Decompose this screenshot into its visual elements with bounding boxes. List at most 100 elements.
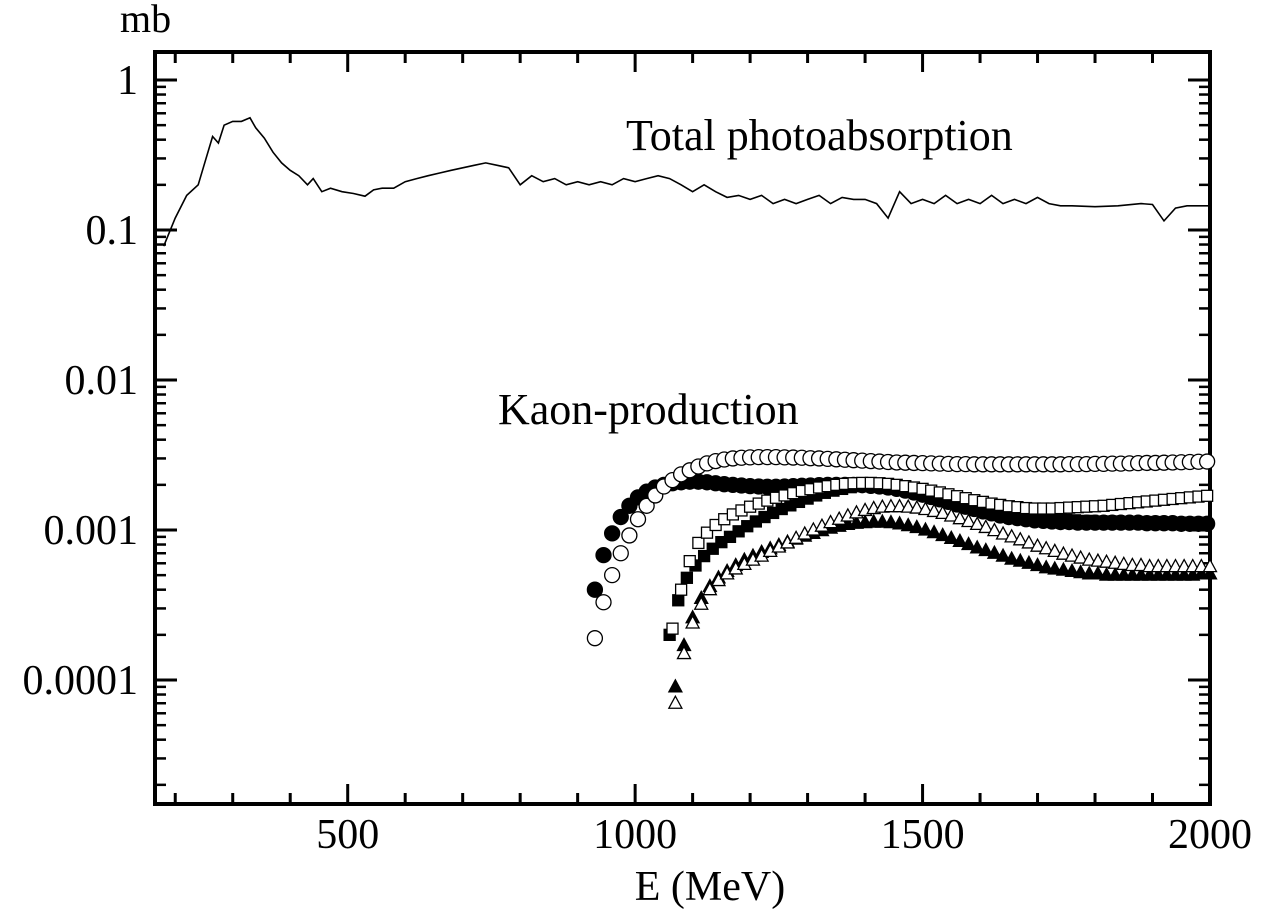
open-circle-point bbox=[603, 567, 621, 584]
filled-triangle-point bbox=[917, 521, 934, 536]
open-square-point bbox=[1200, 489, 1214, 502]
filled-triangle-point bbox=[667, 678, 683, 693]
filled-triangle-point bbox=[1004, 550, 1020, 565]
open-triangle-point bbox=[926, 503, 942, 518]
open-triangle-point bbox=[1133, 557, 1149, 572]
y-tick-label: 0.0001 bbox=[23, 658, 139, 704]
filled-triangle-point bbox=[1012, 552, 1028, 567]
filled-square-point bbox=[706, 542, 719, 555]
filled-triangle-point bbox=[883, 514, 899, 529]
filled-triangle-point bbox=[1064, 562, 1080, 578]
filled-triangle-point bbox=[891, 515, 908, 530]
open-circle-point bbox=[1198, 453, 1216, 470]
filled-circle-point bbox=[612, 508, 629, 526]
filled-triangle-point bbox=[986, 544, 1003, 559]
open-triangle-point bbox=[1090, 552, 1106, 567]
open-triangle-point bbox=[978, 519, 994, 534]
open-triangle-point bbox=[969, 516, 985, 531]
filled-triangle-point bbox=[978, 542, 994, 557]
filled-circle-point bbox=[586, 581, 604, 598]
filled-triangle-point bbox=[900, 517, 916, 532]
y-tick-label: 0.001 bbox=[44, 508, 139, 554]
open-circle-point bbox=[595, 594, 612, 611]
open-triangle-point bbox=[1021, 534, 1037, 549]
open-square-point bbox=[683, 554, 696, 568]
open-triangle-point bbox=[1055, 545, 1072, 560]
open-triangle-point bbox=[702, 581, 718, 596]
y-tick-label: 1 bbox=[117, 58, 138, 104]
filled-triangle-point bbox=[1038, 559, 1054, 574]
open-triangle-point bbox=[693, 595, 709, 610]
total-photoabsorption-line bbox=[162, 116, 1210, 247]
filled-circle-point bbox=[595, 546, 612, 564]
open-triangle-point bbox=[1073, 549, 1089, 564]
filled-triangle-point bbox=[1073, 564, 1089, 579]
open-triangle-point bbox=[1107, 554, 1123, 569]
filled-triangle-point bbox=[943, 529, 959, 544]
filled-triangle-series bbox=[667, 513, 1218, 693]
open-triangle-point bbox=[1098, 553, 1115, 568]
open-circle-series bbox=[586, 448, 1216, 647]
open-triangle-point bbox=[1038, 540, 1054, 555]
open-triangle-point bbox=[900, 498, 916, 513]
open-triangle-point bbox=[1202, 558, 1218, 573]
open-triangle-point bbox=[909, 499, 925, 514]
open-triangle-point bbox=[1029, 537, 1046, 552]
open-triangle-point bbox=[986, 522, 1003, 537]
filled-triangle-point bbox=[995, 547, 1011, 562]
open-circle-point bbox=[621, 527, 638, 544]
x-tick-label: 1500 bbox=[881, 812, 965, 858]
filled-triangle-point bbox=[969, 539, 985, 554]
open-circle-point bbox=[612, 545, 629, 562]
y-tick-label: 0.01 bbox=[65, 358, 139, 404]
filled-triangle-point bbox=[1021, 554, 1037, 569]
open-triangle-point bbox=[667, 694, 683, 709]
open-circle-point bbox=[638, 497, 655, 514]
filled-circle-point bbox=[603, 525, 621, 542]
filled-square-point bbox=[672, 594, 685, 607]
x-tick-label: 500 bbox=[316, 812, 379, 858]
open-triangle-point bbox=[685, 614, 701, 629]
x-axis-label: E (MeV) bbox=[635, 864, 785, 910]
filled-triangle-point bbox=[952, 532, 968, 548]
open-triangle-point bbox=[1116, 556, 1132, 571]
open-circle-point bbox=[586, 630, 604, 647]
open-square-point bbox=[666, 622, 679, 635]
filled-triangle-point bbox=[909, 519, 925, 534]
filled-square-point bbox=[697, 549, 711, 563]
filled-triangle-point bbox=[960, 536, 977, 551]
open-triangle-point bbox=[1064, 547, 1080, 562]
filled-triangle-point bbox=[926, 524, 942, 539]
filled-square-point bbox=[680, 571, 694, 584]
filled-triangle-point bbox=[935, 527, 951, 542]
plot-frame bbox=[153, 50, 1212, 806]
annotation-kaon-production: Kaon-production bbox=[498, 385, 799, 434]
open-triangle-point bbox=[1081, 551, 1097, 566]
filled-square-point bbox=[1198, 516, 1211, 529]
open-triangle-point bbox=[960, 513, 977, 528]
open-triangle-point bbox=[943, 507, 959, 522]
open-triangle-point bbox=[995, 525, 1011, 540]
filled-triangle-point bbox=[1029, 557, 1046, 572]
filled-triangle-point bbox=[1202, 565, 1218, 580]
open-triangle-point bbox=[676, 645, 692, 660]
x-tick-label: 1000 bbox=[593, 812, 677, 858]
series-layer bbox=[162, 116, 1218, 709]
open-triangle-point bbox=[710, 572, 727, 587]
open-circle-point bbox=[629, 511, 647, 528]
open-triangle-point bbox=[891, 498, 908, 513]
open-triangle-series bbox=[667, 498, 1218, 709]
filled-triangle-point bbox=[1047, 560, 1063, 575]
x-tick-label: 2000 bbox=[1168, 812, 1252, 858]
open-triangle-point bbox=[1012, 531, 1028, 546]
y-tick-label: 0.1 bbox=[86, 208, 139, 254]
open-triangle-point bbox=[935, 505, 951, 520]
open-square-point bbox=[692, 536, 705, 550]
annotation-total-photoabsorption: Total photoabsorption bbox=[626, 111, 1013, 160]
open-triangle-point bbox=[1004, 528, 1020, 543]
filled-triangle-point bbox=[1055, 561, 1072, 576]
filled-triangle-point bbox=[874, 513, 890, 528]
y-axis-label: mb bbox=[120, 0, 171, 41]
open-triangle-point bbox=[917, 501, 934, 516]
open-square-point bbox=[700, 526, 714, 539]
